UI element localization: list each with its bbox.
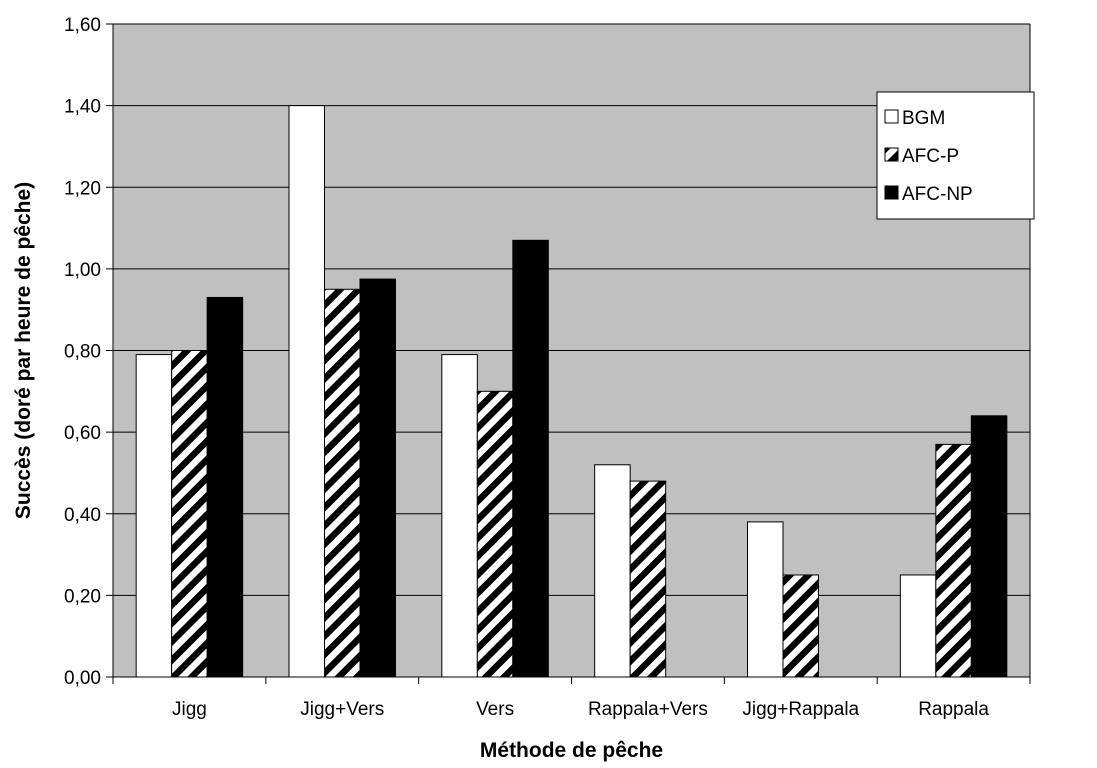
x-tick-label: Rappala: [918, 699, 989, 720]
y-tick-label: 0,60: [64, 423, 101, 444]
bar-afc-np: [359, 278, 396, 678]
x-tick-label: Rappala+Vers: [588, 699, 708, 720]
y-tick-label: 0,40: [64, 505, 101, 526]
bar-bgm: [899, 574, 937, 678]
bar-afc-p: [476, 390, 514, 678]
legend-label: AFC-NP: [902, 184, 973, 205]
legend-swatch-afc-np: [884, 185, 899, 200]
bar-afc-p: [782, 574, 819, 678]
legend-label: AFC-P: [902, 146, 959, 167]
y-tick-label: 1,00: [64, 260, 101, 281]
x-tick-label: Jigg+Rappala: [742, 699, 859, 720]
x-tick-label: Vers: [476, 699, 514, 720]
bar-afc-p: [629, 480, 667, 678]
x-tick-label: Jigg+Vers: [300, 699, 384, 720]
legend-swatch-bgm: [884, 109, 899, 124]
legend-box: [876, 91, 1035, 220]
y-tick-label: 0,20: [64, 586, 101, 607]
legend: BGM AFC-P AFC-NP: [876, 91, 1035, 220]
bar-afc-p: [171, 350, 208, 678]
x-axis-title: Méthode de pêche: [480, 739, 663, 762]
y-tick-label: 0,00: [64, 668, 101, 689]
bar-bgm: [747, 521, 784, 678]
bar-afc-np: [512, 239, 549, 678]
legend-swatch-afc-p: [884, 147, 899, 162]
bars: [135, 105, 1008, 678]
bar-bgm: [135, 354, 173, 678]
y-tick-label: 1,60: [64, 15, 101, 36]
legend-label: BGM: [902, 108, 945, 129]
y-tick-label: 1,40: [64, 97, 101, 118]
bar-bgm: [594, 464, 631, 678]
bar-bgm: [441, 354, 478, 678]
bar-bgm: [288, 105, 325, 678]
bar-afc-np: [970, 415, 1008, 678]
y-tick-label: 1,20: [64, 178, 101, 199]
bar-afc-p: [935, 443, 972, 678]
y-axis-title: Succès (doré par heure de pêche): [12, 182, 35, 519]
bar-afc-np: [206, 296, 244, 678]
x-tick-label: Jigg: [172, 699, 207, 720]
bar-afc-p: [324, 288, 361, 678]
y-tick-label: 0,80: [64, 342, 101, 363]
